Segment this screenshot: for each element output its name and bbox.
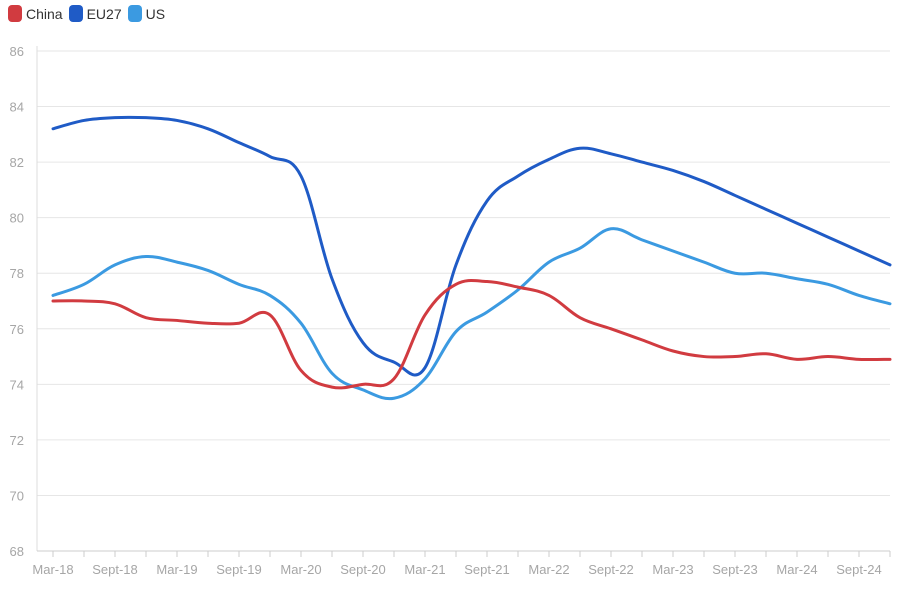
legend-item-china[interactable]: China [8,5,63,22]
y-tick-label: 68 [10,544,24,559]
x-tick-label: Mar-20 [280,562,321,577]
x-tick-label: Mar-24 [776,562,817,577]
y-tick-label: 78 [10,266,24,281]
legend-item-us[interactable]: US [127,5,166,22]
x-tick-labels: Mar-18 Sept-18 Mar-19 Sept-19 Mar-20 Sept-20 M… [32,562,881,577]
legend-item-eu27[interactable]: EU27 [68,5,122,22]
x-tick-label: Mar-22 [528,562,569,577]
x-tick-label: Mar-23 [652,562,693,577]
y-tick-label: 74 [10,377,24,392]
x-tick-label: Sept-23 [712,562,758,577]
y-tick-label: 70 [10,488,24,503]
y-tick-label: 82 [10,155,24,170]
x-tick-label: Sept-24 [836,562,882,577]
legend: China EU27 US [8,5,171,22]
axes [36,46,891,557]
x-tick-label: Mar-19 [156,562,197,577]
y-tick-label: 76 [10,322,24,337]
legend-swatch [68,5,83,22]
legend-label: US [145,5,166,22]
y-tick-labels: 68 70 72 74 76 78 80 82 84 86 [10,44,24,559]
x-tick-label: Sept-21 [464,562,510,577]
series-lines [51,115,892,401]
gridlines [37,50,890,496]
x-tick-label: Mar-21 [404,562,445,577]
x-tick-label: Sept-20 [340,562,386,577]
legend-swatch [127,5,142,22]
series-line-us[interactable] [51,227,892,401]
series-line-china[interactable] [51,279,892,390]
y-tick-label: 72 [10,433,24,448]
x-tick-label: Sept-19 [216,562,262,577]
x-tick-label: Sept-22 [588,562,634,577]
series-line-eu27[interactable] [51,115,892,377]
x-tick-label: Mar-18 [32,562,73,577]
y-tick-label: 86 [10,44,24,59]
y-tick-label: 80 [10,211,24,226]
legend-label: EU27 [86,5,122,22]
y-tick-label: 84 [10,100,24,115]
legend-label: China [26,5,63,22]
legend-swatch [8,5,22,22]
x-tick-label: Sept-18 [92,562,138,577]
